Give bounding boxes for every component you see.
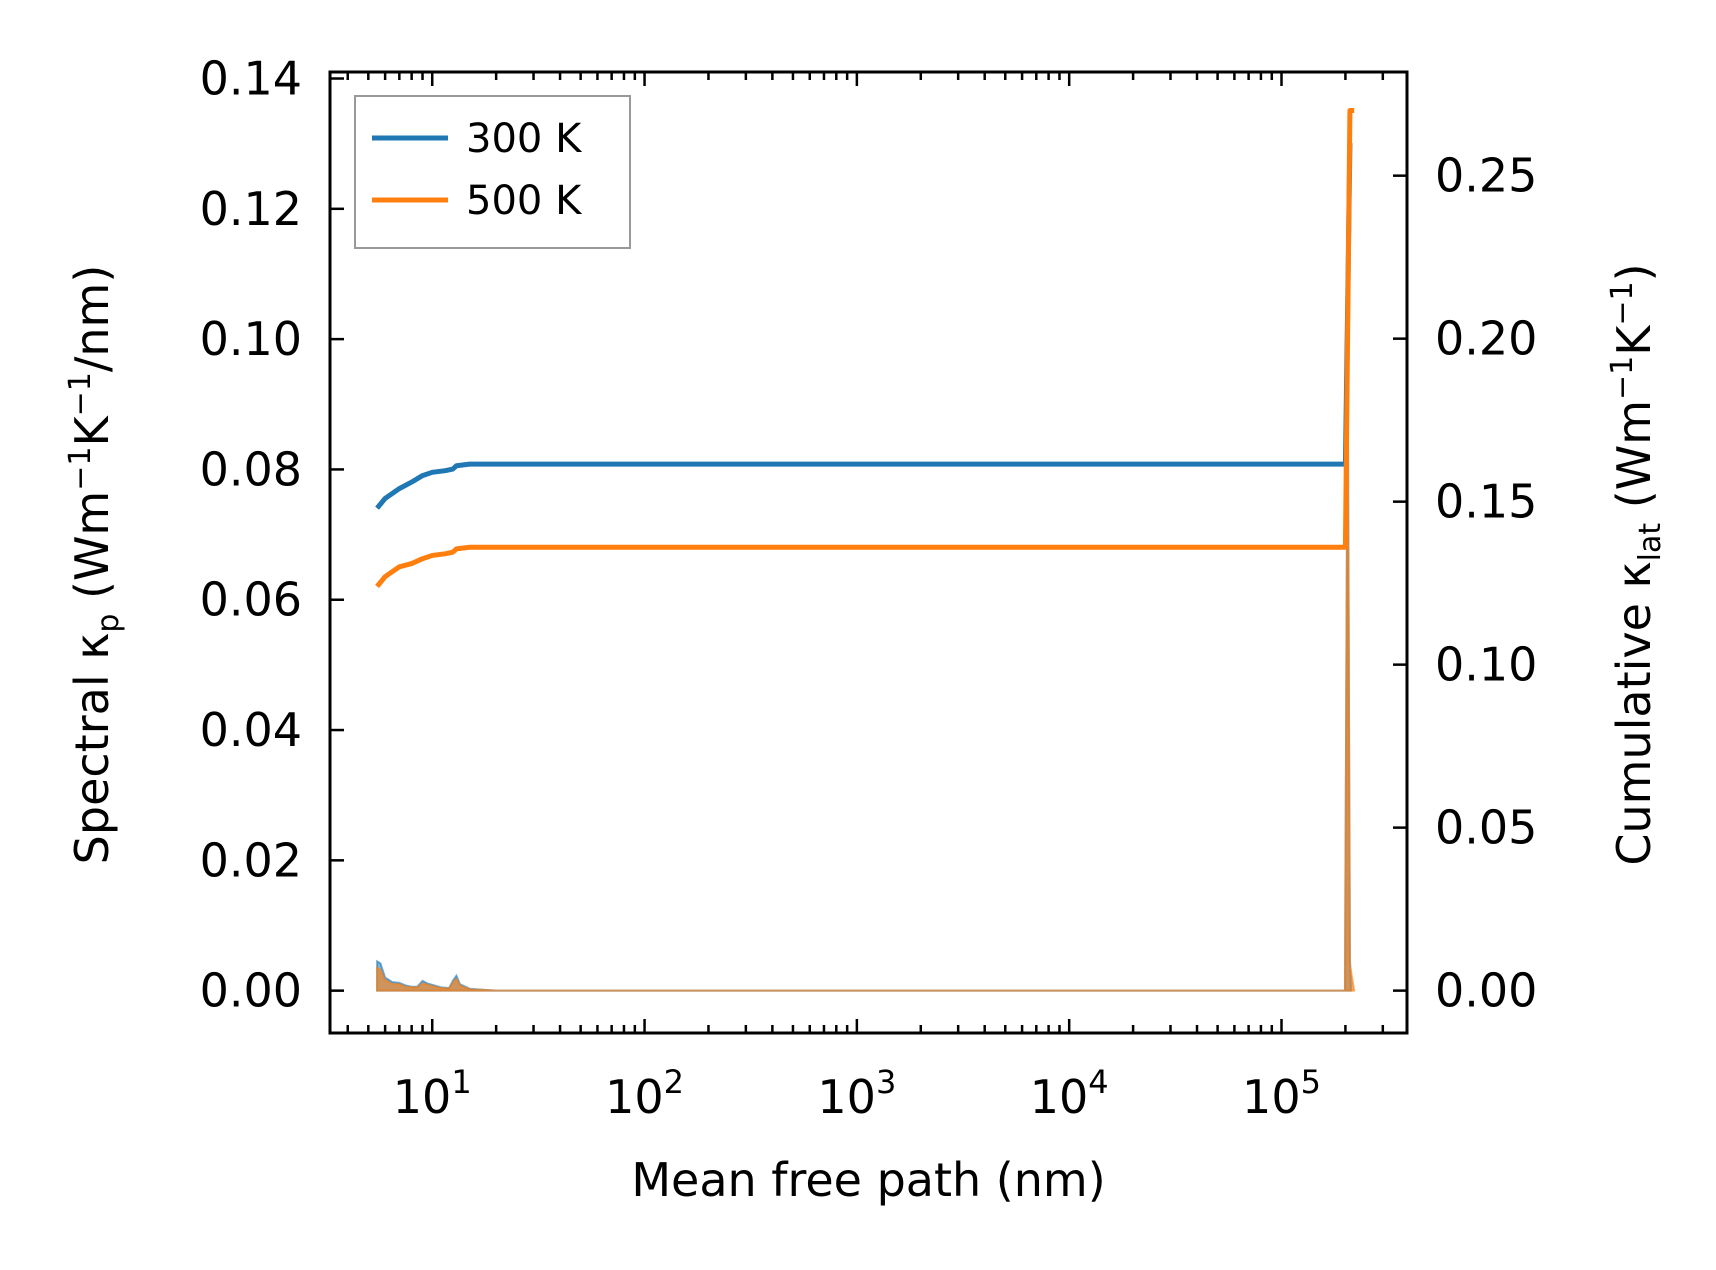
x-tick-label-exp: 1 [451, 1063, 471, 1101]
x-tick-label-base: 10 [1242, 1070, 1301, 1124]
cumulative-line-500k [375, 107, 1355, 588]
x-tick-label-base: 10 [393, 1070, 452, 1124]
spectral-area-300k [376, 352, 1353, 992]
axis-ticks [330, 72, 1407, 1033]
x-tick-label-exp: 4 [1088, 1063, 1108, 1101]
x-tick-label: 104 [1030, 1063, 1109, 1124]
y2-axis-label-part: ) [1607, 263, 1661, 281]
cumulative-line-300k [375, 140, 1353, 510]
x-tick-label-base: 10 [1030, 1070, 1089, 1124]
y-axis-label-part: (Wm [65, 491, 119, 614]
x-tick-label: 102 [605, 1063, 684, 1124]
y2-axis-label: Cumulative κlat (Wm−1K−1) [1605, 263, 1668, 865]
cumulative-lines [375, 107, 1355, 588]
y2-tick-label: 0.15 [1435, 475, 1537, 529]
legend-box [354, 95, 631, 249]
x-tick-label-exp: 2 [664, 1063, 684, 1101]
y-axis-label-sup: −1 [63, 447, 98, 491]
y-axis-label-part: K [65, 415, 119, 447]
x-tick-label: 101 [393, 1063, 472, 1124]
y2-axis-label-sub: lat [1633, 523, 1668, 562]
x-axis-label: Mean free path (nm) [631, 1153, 1105, 1207]
y2-tick-label: 0.25 [1435, 149, 1537, 203]
legend-label-500k: 500 K [466, 178, 583, 224]
y2-axis-label-part: (Wm [1607, 400, 1661, 523]
legend: 300 K 500 K [354, 95, 631, 249]
spectral-fills [376, 352, 1356, 992]
tick-labels: 101 102 103 104 1050.000.020.040.060.080.100… [200, 52, 1538, 1124]
y-tick-label: 0.04 [200, 703, 302, 757]
y-tick-label: 0.08 [200, 442, 302, 496]
y2-tick-label: 0.10 [1435, 638, 1537, 692]
y2-axis-label-part: K [1607, 324, 1661, 356]
y-tick-label: 0.10 [200, 312, 302, 366]
y-axis-label-sup: −1 [63, 372, 98, 416]
y-tick-label: 0.06 [200, 573, 302, 627]
y2-tick-label: 0.00 [1435, 964, 1537, 1018]
y2-tick-label: 0.20 [1435, 312, 1537, 366]
x-tick-label: 103 [817, 1063, 896, 1124]
x-tick-label-base: 10 [817, 1070, 876, 1124]
y-tick-label: 0.00 [200, 964, 302, 1018]
y2-axis-label-part: Cumulative κ [1607, 561, 1661, 865]
y-axis-label-sub: p [91, 614, 126, 633]
y-axis-label-part: Spectral κ [65, 633, 119, 865]
y-axis-label-part: /nm) [65, 265, 119, 372]
y2-axis-label-sup: −1 [1605, 281, 1640, 325]
x-tick-label: 105 [1242, 1063, 1321, 1124]
y-tick-label: 0.02 [200, 833, 302, 887]
y2-tick-label: 0.05 [1435, 801, 1537, 855]
x-tick-label-base: 10 [605, 1070, 664, 1124]
y-axis-label: Spectral κp (Wm−1K−1/nm) [63, 265, 126, 865]
y2-axis-label-sup: −1 [1605, 356, 1640, 400]
spectral-area-500k [376, 378, 1356, 992]
x-tick-label-exp: 5 [1301, 1063, 1321, 1101]
x-tick-label-exp: 3 [876, 1063, 896, 1101]
plot-frame [328, 70, 1409, 1035]
y-tick-label: 0.12 [200, 182, 302, 236]
y-tick-label: 0.14 [200, 52, 302, 106]
legend-label-300k: 300 K [466, 116, 583, 162]
